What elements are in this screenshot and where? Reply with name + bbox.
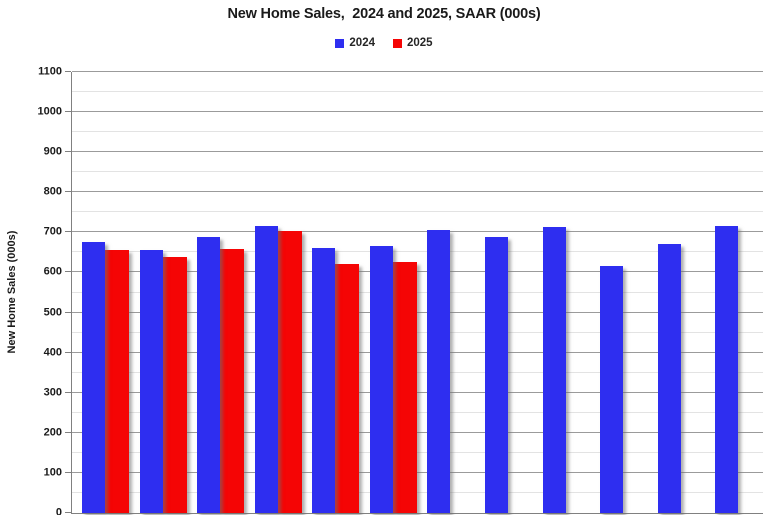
minor-gridline-1050	[72, 91, 763, 93]
minor-gridline-650	[72, 251, 763, 253]
y-tick-label-300: 300	[43, 386, 62, 399]
minor-gridline-450	[72, 331, 763, 333]
bar-2025-Jan	[105, 250, 129, 513]
bar-group-Oct	[590, 72, 648, 513]
bar-2024-Mar	[197, 236, 221, 513]
bar-group-Sep	[533, 72, 591, 513]
bar-2025-Feb	[162, 257, 187, 513]
minor-gridline-250	[72, 411, 763, 413]
bar-2024-Feb	[139, 250, 163, 513]
major-gridline-1000	[72, 111, 763, 113]
bar-2024-Aug	[485, 237, 509, 513]
bar-2024-May	[312, 248, 336, 513]
major-gridline-600	[72, 271, 763, 273]
y-tick-label-800: 800	[43, 185, 62, 198]
y-tick-label-600: 600	[43, 265, 62, 278]
bar-series-container	[72, 72, 763, 513]
major-gridline-1100	[72, 71, 763, 72]
bar-group-May	[302, 72, 360, 513]
y-tick-label-1100: 1100	[38, 65, 62, 78]
bar-2025-Mar	[220, 249, 245, 513]
y-tick-label-900: 900	[43, 145, 62, 158]
legend-label-2025: 2025	[407, 37, 433, 49]
bar-2024-Nov	[657, 243, 681, 513]
bar-2024-Oct	[600, 266, 624, 513]
y-axis-tick-marks	[65, 71, 71, 513]
minor-gridline-50	[72, 491, 763, 493]
major-gridline-100	[72, 471, 763, 473]
bar-group-Mar	[187, 72, 245, 513]
minor-gridline-150	[72, 451, 763, 453]
bar-2024-Apr	[254, 226, 278, 513]
bar-group-Jul	[417, 72, 475, 513]
bar-2024-Jan	[82, 241, 105, 513]
y-axis-tick-labels: 0 100 200 300 400 500 600 700 800 900 1000 1100	[0, 66, 62, 515]
y-tick-mark-600	[65, 271, 71, 273]
y-tick-mark-300	[65, 391, 71, 393]
minor-gridline-850	[72, 171, 763, 173]
y-tick-label-500: 500	[43, 306, 62, 319]
legend-item-2024: 2024	[335, 37, 375, 49]
legend-item-2025: 2025	[393, 37, 433, 49]
y-tick-label-400: 400	[43, 346, 62, 359]
legend-swatch-2025	[393, 38, 402, 48]
bar-group-Jun	[360, 72, 418, 513]
y-tick-mark-0	[65, 512, 71, 513]
y-tick-label-700: 700	[43, 225, 62, 238]
bar-2025-Jun	[392, 262, 417, 513]
legend-swatch-2024	[335, 38, 345, 48]
major-gridline-800	[72, 191, 763, 193]
major-gridline-200	[72, 431, 763, 433]
major-gridline-900	[72, 151, 763, 153]
major-gridline-300	[72, 391, 763, 393]
y-tick-mark-200	[65, 431, 71, 433]
bar-group-Aug	[475, 72, 533, 513]
major-gridline-500	[72, 311, 763, 313]
bar-group-Jan	[72, 72, 130, 513]
y-tick-mark-100	[65, 471, 71, 473]
y-tick-label-100: 100	[43, 466, 62, 479]
bar-2024-Sep	[542, 227, 566, 513]
y-tick-label-200: 200	[43, 426, 62, 439]
plot-area	[71, 71, 763, 514]
bar-group-Nov	[648, 72, 706, 513]
bar-2025-May	[335, 264, 360, 513]
y-tick-mark-700	[65, 231, 71, 233]
bar-group-Apr	[245, 72, 303, 513]
y-tick-mark-500	[65, 311, 71, 313]
y-tick-mark-400	[65, 351, 71, 353]
bar-2024-Jul	[427, 229, 451, 513]
minor-gridline-350	[72, 371, 763, 373]
y-tick-mark-900	[65, 151, 71, 153]
legend-label-2024: 2024	[349, 37, 375, 49]
major-gridline-700	[72, 231, 763, 233]
y-tick-mark-800	[65, 191, 71, 193]
legend: 2024 2025	[0, 37, 768, 49]
minor-gridline-950	[72, 131, 763, 133]
bar-2024-Jun	[369, 246, 393, 513]
minor-gridline-550	[72, 291, 763, 293]
y-tick-mark-1000	[65, 111, 71, 113]
bar-2024-Dec	[715, 225, 739, 513]
y-tick-label-1000: 1000	[37, 105, 62, 118]
minor-gridline-750	[72, 211, 763, 213]
major-gridline-400	[72, 351, 763, 353]
y-tick-label-0: 0	[55, 506, 62, 515]
bar-group-Dec	[705, 72, 763, 513]
y-tick-mark-1100	[65, 71, 71, 72]
bar-2025-Apr	[277, 231, 302, 513]
bar-group-Feb	[130, 72, 188, 513]
chart-title: New Home Sales, 2024 and 2025, SAAR (000…	[227, 6, 541, 22]
